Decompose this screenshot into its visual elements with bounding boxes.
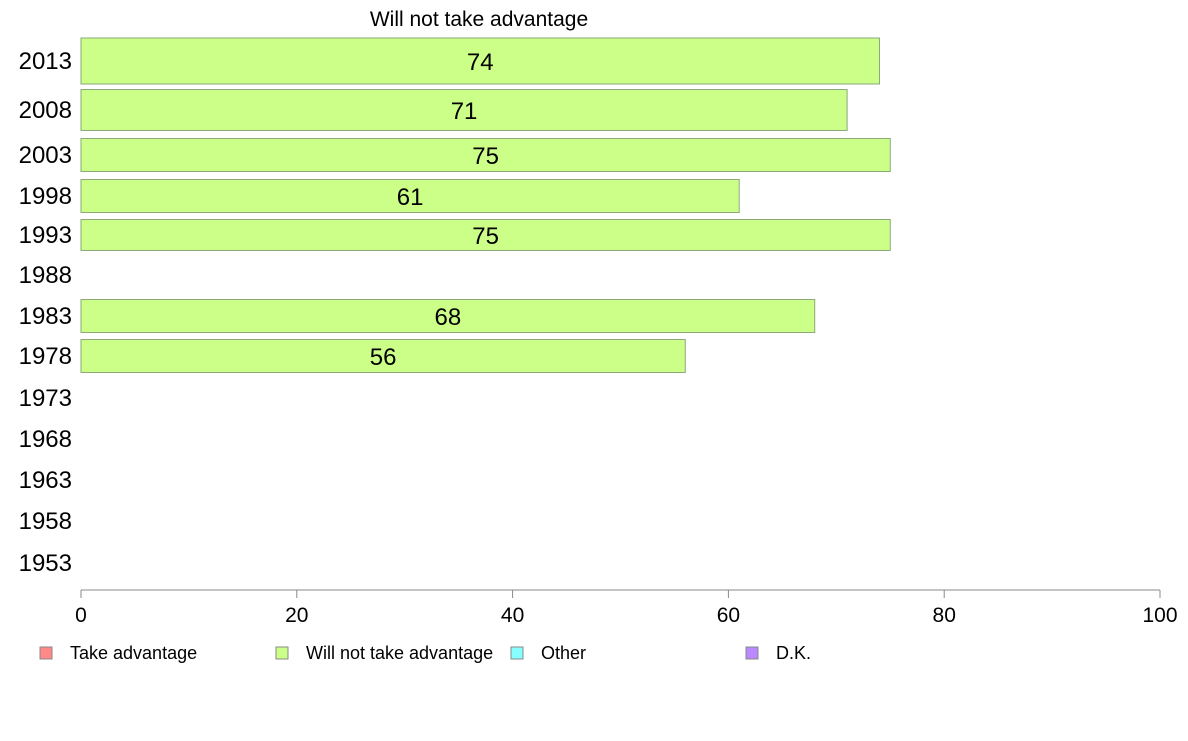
legend-label-other: Other [541, 643, 586, 663]
legend: Take advantage Will not take advantage Oth… [39, 643, 811, 663]
x-tick-label-60: 60 [717, 604, 740, 627]
category-label-1998: 1998 [19, 183, 72, 210]
bar-1998 [80, 179, 740, 213]
bar-1993 [80, 219, 891, 251]
category-label-1988: 1988 [19, 262, 72, 289]
legend-swatch-d-k [745, 646, 759, 660]
data-label-2008: 71 [451, 98, 478, 125]
x-tick-label-100: 100 [1142, 604, 1177, 627]
legend-label-will-not-take-advantage: Will not take advantage [306, 643, 493, 663]
category-label-1963: 1963 [19, 467, 72, 494]
x-axis: 0 20 40 60 80 100 [75, 589, 1178, 627]
bars-layer: 2013 74 2008 71 2003 75 1998 61 1993 75 1988 1983 68… [19, 37, 891, 577]
category-label-2003: 2003 [19, 142, 72, 169]
data-label-2013: 74 [467, 49, 494, 76]
data-label-2003: 75 [472, 143, 499, 170]
category-label-2013: 2013 [19, 48, 72, 75]
category-label-2008: 2008 [19, 97, 72, 124]
bar-1983 [80, 299, 816, 333]
bar-2008 [80, 89, 848, 131]
legend-swatch-take-advantage [39, 646, 53, 660]
x-tick-label-40: 40 [501, 604, 524, 627]
data-label-1983: 68 [435, 304, 462, 331]
category-label-1958: 1958 [19, 508, 72, 535]
bar-2003 [80, 138, 891, 172]
legend-label-take-advantage: Take advantage [70, 643, 197, 663]
category-label-1993: 1993 [19, 222, 72, 249]
x-tick-label-80: 80 [933, 604, 956, 627]
category-label-1973: 1973 [19, 385, 72, 412]
category-label-1953: 1953 [19, 550, 72, 577]
data-label-1998: 61 [397, 184, 424, 211]
chart-title: Will not take advantage [370, 8, 588, 31]
bar-1978 [80, 339, 686, 373]
legend-label-d-k: D.K. [776, 643, 811, 663]
bar-2013 [80, 37, 880, 85]
category-label-1983: 1983 [19, 303, 72, 330]
x-tick-label-0: 0 [75, 604, 87, 627]
x-tick-label-20: 20 [285, 604, 308, 627]
category-label-1978: 1978 [19, 343, 72, 370]
data-label-1978: 56 [370, 344, 397, 371]
legend-swatch-other [510, 646, 524, 660]
data-label-1993: 75 [472, 223, 499, 250]
category-label-1968: 1968 [19, 426, 72, 453]
legend-swatch-will-not-take-advantage [275, 646, 289, 660]
